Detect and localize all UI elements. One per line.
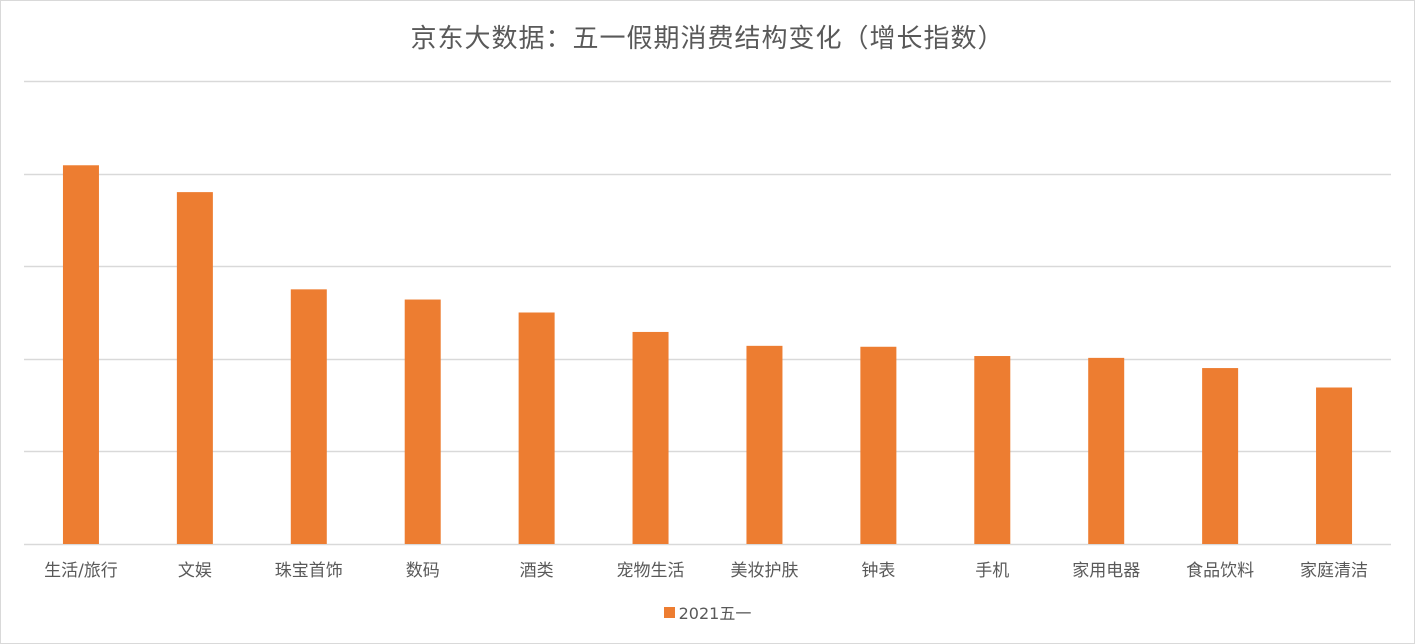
x-tick-label: 钟表	[861, 561, 895, 581]
category-labels: 生活/旅行 文娱 珠宝首饰 数码 酒类 宠物生活 美妆护肤 钟表 手机 家用电器 食品饮料 家庭清洁	[44, 561, 1368, 581]
x-tick-label: 数码	[406, 561, 440, 581]
legend: 2021五一	[0, 600, 1415, 624]
bar	[290, 289, 327, 544]
x-tick-label: 生活/旅行	[44, 561, 118, 581]
bar	[1088, 357, 1125, 544]
gridlines	[24, 80, 1391, 546]
bars	[62, 165, 1353, 545]
x-tick-label: 美妆护肤	[730, 561, 798, 581]
bar	[1202, 368, 1239, 544]
legend-label: 2021五一	[678, 604, 752, 623]
legend-swatch	[663, 606, 675, 618]
bar	[632, 331, 669, 544]
bar	[176, 192, 213, 544]
bar	[974, 356, 1011, 544]
x-tick-label: 食品饮料	[1186, 561, 1254, 581]
x-tick-label: 手机	[975, 561, 1009, 581]
bar	[62, 165, 99, 545]
x-tick-label: 宠物生活	[617, 561, 685, 581]
bar	[860, 346, 897, 544]
x-tick-label: 文娱	[178, 561, 212, 581]
bar	[746, 345, 783, 544]
bar	[1316, 387, 1353, 544]
x-tick-label: 家用电器	[1072, 561, 1140, 581]
bar	[404, 299, 441, 544]
x-tick-label: 酒类	[520, 561, 554, 581]
x-tick-label: 珠宝首饰	[275, 561, 343, 581]
chart-title: 京东大数据：五一假期消费结构变化（增长指数）	[410, 24, 1005, 54]
bar	[518, 312, 555, 544]
x-tick-label: 家庭清洁	[1300, 561, 1368, 581]
